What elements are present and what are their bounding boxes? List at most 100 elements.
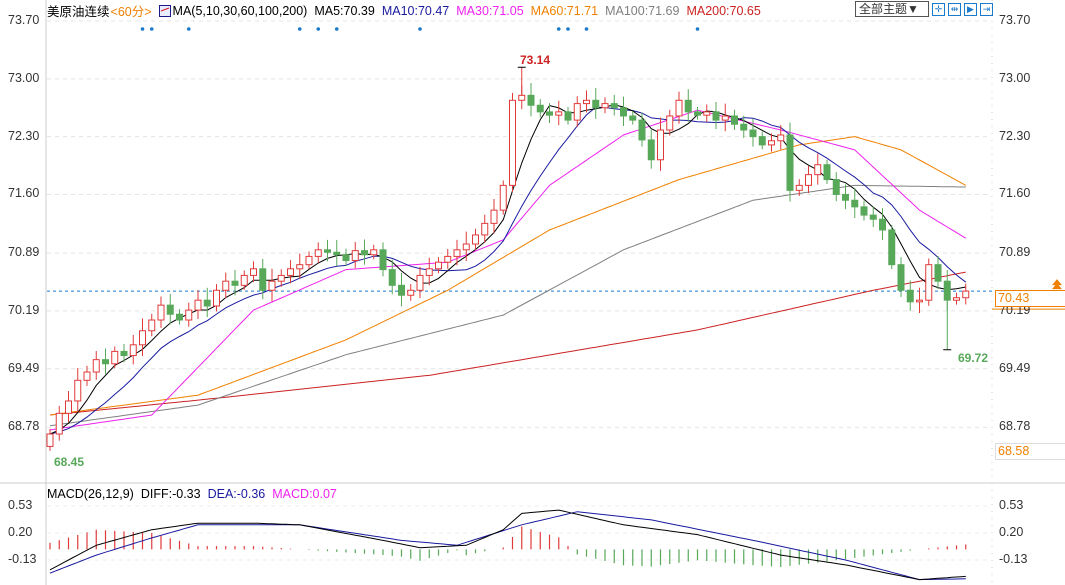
candle-body [444, 255, 452, 263]
candle-body [703, 111, 711, 116]
ma-chart-icon[interactable] [158, 4, 171, 17]
candle [657, 117, 664, 171]
candle [296, 253, 304, 279]
candle-body [786, 134, 794, 191]
candle [805, 165, 812, 194]
signal-marker [140, 27, 145, 31]
candle [527, 82, 535, 117]
crosshair-icon[interactable]: ✛ [932, 2, 945, 16]
ma5-line [49, 104, 966, 435]
candle [573, 96, 581, 127]
candle-body [74, 379, 82, 402]
candle [879, 208, 886, 241]
candle-body [102, 359, 109, 365]
candle-body [435, 261, 442, 270]
diff-value: DIFF:-0.33 [140, 487, 201, 501]
signal-marker [297, 27, 302, 31]
candle-body [962, 290, 970, 299]
candle [897, 257, 905, 297]
diff-line [49, 509, 966, 581]
candle-body [92, 359, 100, 373]
candle-body [675, 99, 683, 117]
ma5-value: MA5:70.39 [314, 3, 375, 18]
candle [555, 100, 563, 126]
ma200-line [49, 271, 966, 416]
candle-body [55, 412, 63, 435]
candle-body [166, 304, 174, 315]
y-tick-right: 71.60 [999, 186, 1031, 201]
candle-body [953, 297, 960, 301]
candle-body [925, 264, 933, 301]
macd-y-tick-left: 0.20 [8, 525, 33, 539]
candle [795, 179, 803, 196]
candle-body [943, 280, 951, 301]
candle-body [129, 344, 137, 357]
macd-y-tick-left: 0.53 [8, 498, 33, 512]
candle [768, 133, 775, 152]
signal-marker [695, 27, 700, 31]
candle [129, 334, 137, 365]
candle-body [879, 218, 886, 231]
candle [342, 248, 350, 267]
goto-end-icon[interactable]: ⇥ [980, 2, 993, 16]
candle-body [805, 174, 812, 186]
signal-marker [316, 27, 321, 31]
macd-y-tick-right: -0.13 [999, 551, 1028, 566]
theme-dropdown[interactable]: 全部主题▼ [855, 1, 929, 17]
candle [120, 343, 128, 363]
signal-marker [566, 27, 570, 31]
candle-body [398, 284, 405, 296]
candle [222, 272, 230, 299]
ma-params[interactable]: MA(5,10,30,60,100,200) [172, 3, 308, 18]
extra-price-label: 68.58 [995, 443, 1065, 460]
ma10-value: MA10:70.47 [381, 3, 450, 18]
signal-marker [556, 27, 561, 31]
candle-body [361, 250, 368, 256]
candle [749, 118, 757, 147]
period-selector[interactable]: <60分> [110, 5, 152, 19]
candle [786, 122, 794, 202]
y-tick-right: 72.30 [999, 128, 1031, 143]
candle-body [684, 99, 692, 113]
candle [444, 248, 452, 269]
high-annotation: 73.14 [520, 53, 551, 67]
candle-body [509, 99, 516, 186]
candle [435, 257, 442, 274]
ma60-value: MA60:71.71 [530, 3, 599, 18]
candle-body [231, 280, 239, 286]
low-annotation: 68.45 [54, 455, 85, 469]
y-tick-left: 72.30 [8, 128, 40, 143]
candle-body [934, 264, 942, 282]
candle [758, 131, 766, 150]
play-icon[interactable]: ▶ [964, 2, 977, 16]
dea-line [49, 511, 966, 581]
ma60-line [49, 136, 967, 416]
candle [731, 109, 738, 130]
candle [361, 239, 368, 265]
candle-body [869, 214, 877, 220]
macd-y-tick-right: 0.20 [999, 525, 1024, 539]
signal-markers [140, 27, 700, 31]
candle [703, 104, 711, 122]
candle [953, 292, 960, 305]
candle-body [259, 268, 267, 291]
candle-body [120, 350, 128, 357]
candle-body [620, 107, 627, 117]
y-tick-right: 73.70 [999, 13, 1031, 27]
candle [860, 200, 868, 221]
y-tick-right: 70.89 [999, 245, 1031, 260]
candle-body [157, 304, 165, 321]
candle-body [629, 115, 637, 121]
candle-body [333, 251, 341, 256]
candle [842, 184, 849, 210]
candle [888, 225, 896, 270]
candle-body [583, 99, 590, 105]
candle [231, 270, 239, 296]
macd-title: MACD(26,12,9) [47, 487, 134, 501]
range-icon[interactable]: ⇹ [948, 2, 961, 16]
y-tick-left: 73.00 [8, 70, 40, 85]
chart-legend: 美原油连续 <60分> MA(5,10,30,60,100,200) MA5:7… [47, 1, 761, 20]
candle-body [564, 111, 572, 121]
candle-body [601, 103, 609, 109]
